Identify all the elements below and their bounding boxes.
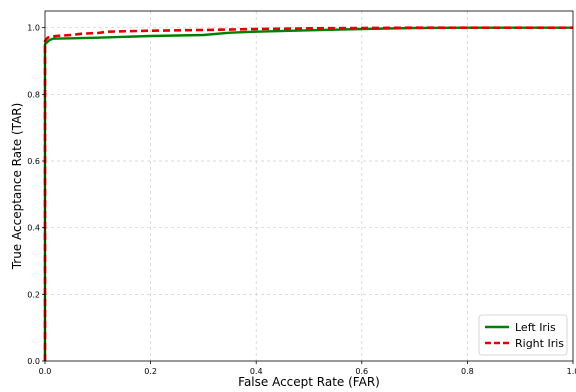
y-tick-label: 0.6 — [27, 157, 40, 166]
plot-frame — [44, 10, 574, 362]
plot-area — [45, 11, 573, 361]
x-tick-label: 0.8 — [461, 367, 474, 376]
x-tick-label: 0.4 — [250, 367, 263, 376]
x-tick-label: 0.6 — [355, 367, 368, 376]
x-tick-label: 0.2 — [144, 367, 157, 376]
x-tick-label: 1.0 — [567, 367, 576, 376]
legend-label: Left Iris — [515, 321, 556, 334]
y-tick-label: 0.0 — [27, 357, 40, 366]
legend-label: Right Iris — [515, 337, 564, 350]
x-tick-label: 0.0 — [39, 367, 52, 376]
y-axis-label: True Acceptance Rate (TAR) — [10, 103, 24, 271]
y-tick-label: 1.0 — [27, 24, 40, 33]
legend-box — [478, 314, 568, 356]
ticks: 0.0 0.2 0.4 0.6 0.8 1.0 0.0 0.2 0.4 0.6 0.8 1.0 — [27, 24, 576, 376]
series-line-right-iris — [43, 26, 573, 361]
legend: Left Iris Right Iris — [478, 314, 568, 356]
x-axis-label: False Accept Rate (FAR) — [238, 375, 380, 389]
series-layer — [43, 26, 573, 361]
y-tick-label: 0.4 — [27, 224, 40, 233]
y-tick-label: 0.2 — [27, 290, 40, 299]
y-tick-label: 0.8 — [27, 90, 40, 99]
